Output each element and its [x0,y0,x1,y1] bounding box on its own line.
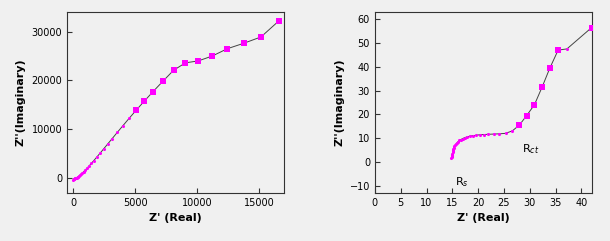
Point [207,54,217,58]
Point [450,143,460,147]
Point [453,140,463,144]
Point [448,152,458,155]
Point [522,114,531,117]
Point [71,176,81,180]
Point [529,103,539,107]
Point [447,154,457,158]
Point [73,174,83,178]
Point [256,35,266,39]
Point [458,137,467,141]
Point [71,176,81,180]
Point [158,79,168,83]
Point [465,134,475,138]
Point [69,177,79,181]
Point [449,146,459,149]
Point [92,155,102,159]
Point [112,130,122,134]
Point [124,116,134,120]
Point [471,133,481,137]
Point [118,124,128,127]
Point [447,153,457,157]
Point [148,90,158,94]
Point [223,47,232,51]
Point [87,161,96,165]
Point [508,129,517,133]
Point [462,135,472,139]
Point [456,138,466,141]
Y-axis label: Z''(Imaginary): Z''(Imaginary) [334,59,344,146]
Point [82,166,92,170]
Point [74,174,84,178]
Point [537,85,547,89]
Point [107,137,117,141]
Point [553,48,563,52]
Point [132,108,142,112]
Point [501,131,511,135]
Point [68,178,78,181]
Point [515,123,525,127]
Point [77,171,87,175]
Point [73,175,82,179]
Point [454,139,464,142]
Point [81,168,90,172]
Point [562,47,572,51]
Point [489,132,498,136]
Point [495,132,504,136]
X-axis label: Z' (Real): Z' (Real) [149,213,202,223]
Text: R$_s$: R$_s$ [455,175,468,189]
Point [70,177,80,181]
Point [545,66,554,70]
Point [447,156,456,160]
Point [193,59,203,63]
Point [452,141,462,145]
Point [75,173,85,177]
Y-axis label: Z''(Imaginary): Z''(Imaginary) [16,59,26,146]
Point [484,132,493,136]
Point [181,61,190,65]
Point [587,26,597,29]
Point [448,149,458,153]
Point [84,164,94,168]
Point [70,176,80,180]
X-axis label: Z' (Real): Z' (Real) [457,213,510,223]
Text: R$_{ct}$: R$_{ct}$ [522,142,539,156]
Point [89,159,99,162]
Point [239,41,248,45]
Point [468,134,478,138]
Point [69,177,79,181]
Point [448,147,458,151]
Point [479,133,489,136]
Point [448,150,458,154]
Point [102,142,112,146]
Point [450,145,459,148]
Point [72,176,82,180]
Point [475,133,484,137]
Point [460,136,470,140]
Point [76,172,86,176]
Point [169,68,179,72]
Point [95,151,105,155]
Point [447,155,456,159]
Point [99,147,109,151]
Point [451,142,461,146]
Point [70,177,79,181]
Point [140,99,149,103]
Point [79,170,88,174]
Point [274,19,284,23]
Point [448,148,458,152]
